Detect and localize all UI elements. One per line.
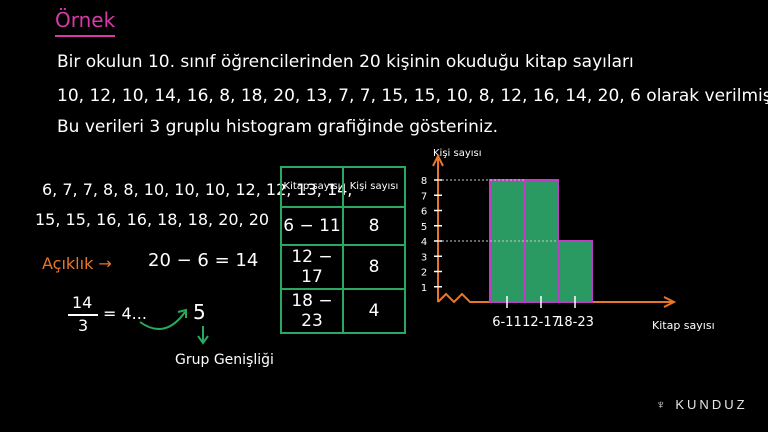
kunduz-logo: ♆ KUNDUZ [656,397,748,412]
y-tick-label: 3 [421,252,427,263]
table-row: 6 − 11 8 [280,206,406,246]
histogram-x-label: Kitap sayısı [652,319,715,332]
y-tick-label: 1 [421,283,427,294]
x-tick-label: 12-17 [522,315,560,330]
problem-line-3: Bu verileri 3 gruplu histogram grafiğind… [57,117,498,137]
division-numerator: 14 [72,293,93,312]
table-cell: 4 [342,288,406,334]
table-header: Kitap sayısı [280,166,344,208]
y-tick-label: 8 [421,176,427,187]
y-tick-label: 7 [421,191,427,202]
division-denominator: 3 [78,316,89,335]
problem-line-2: 10, 12, 10, 14, 16, 8, 18, 20, 13, 7, 7,… [57,86,768,106]
table-cell: 6 − 11 [280,206,344,246]
logo-text: KUNDUZ [675,397,748,412]
frequency-table: Kitap sayısı Kişi sayısı 6 − 11 8 12 − 1… [280,166,406,334]
group-count-result: 5 [193,300,206,324]
y-tick-label: 6 [421,207,427,218]
x-tick-label: 6-11 [492,315,522,330]
x-axis-arrow [663,296,677,308]
title-underline [55,35,115,37]
group-width-label: Grup Genişliği [175,352,274,368]
fraction-bar [68,314,98,316]
table-cell: 8 [342,206,406,246]
range-expression: 20 − 6 = 14 [148,250,259,271]
problem-line-1: Bir okulun 10. sınıf öğrencilerinden 20 … [57,52,634,72]
table-header: Kişi sayısı [342,166,406,208]
range-label: Açıklık → [42,254,112,273]
y-tick-label: 2 [421,268,427,279]
histogram-y-label: Kişi sayısı [433,148,482,159]
histogram-bar [523,179,559,303]
logo-icon: ♆ [656,397,676,412]
example-title: Örnek [55,8,116,32]
down-arrow [197,326,209,345]
sorted-data-line-2: 15, 15, 16, 16, 18, 18, 20, 20 [35,210,270,229]
table-cell: 12 − 17 [280,244,344,290]
y-tick-label: 5 [421,222,427,233]
curved-arrow [139,311,186,331]
table-row: 12 − 17 8 [280,244,406,290]
y-tick-label: 4 [421,237,427,248]
division-result: = 4... [103,304,147,323]
table-cell: 8 [342,244,406,290]
table-row: 18 − 23 4 [280,288,406,334]
table-header-row: Kitap sayısı Kişi sayısı [280,166,406,208]
sorted-data-line-1: 6, 7, 7, 8, 8, 10, 10, 10, 12, 12, 13, 1… [42,180,353,199]
table-cell: 18 − 23 [280,288,344,334]
y-axis-arrow [432,153,444,167]
curved-arrow-head [177,308,187,318]
histogram-bar [557,240,593,303]
x-tick-label: 18-23 [556,315,594,330]
